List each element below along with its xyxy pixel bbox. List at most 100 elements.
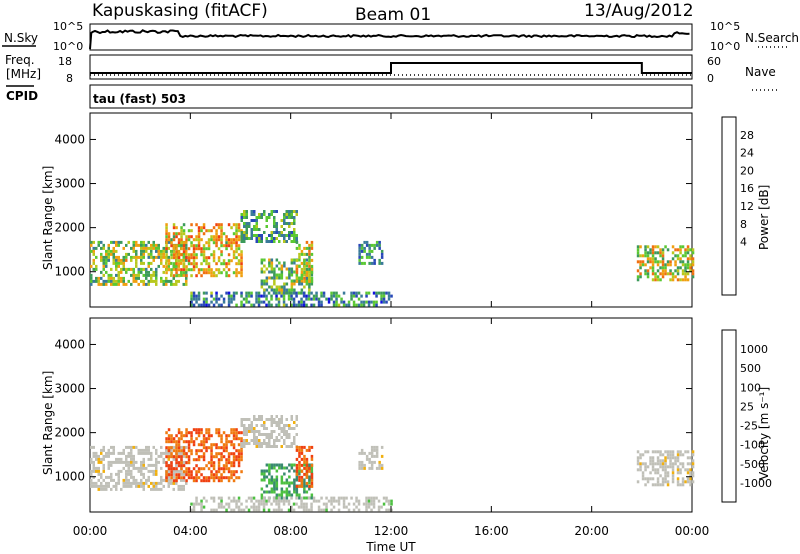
power-echo-cell <box>237 244 241 248</box>
power-echo-cell <box>135 264 138 268</box>
power-echo-cell <box>268 261 271 265</box>
velocity-echo-cell <box>275 439 278 442</box>
velocity-echo-cell <box>142 472 145 476</box>
velocity-echo-cell <box>157 460 160 464</box>
velocity-echo-cell <box>175 473 178 477</box>
power-echo-cell <box>681 245 685 249</box>
velocity-echo-cell <box>140 472 143 476</box>
velocity-echo-cell <box>217 434 221 438</box>
power-echo-cell <box>290 267 294 271</box>
power-echo-cell <box>162 246 165 250</box>
power-echo-cell <box>270 303 273 307</box>
velocity-echo-cell <box>107 460 110 464</box>
power-echo-cell <box>157 255 160 259</box>
velocity-echo-cell <box>273 421 276 424</box>
velocity-echo-cell <box>265 484 269 488</box>
power-echo-cell <box>165 235 168 239</box>
power-echo-cell <box>273 270 276 274</box>
velocity-echo-cell <box>172 481 175 485</box>
power-echo-cell <box>380 252 384 256</box>
velocity-echo-cell <box>676 465 680 469</box>
power-echo-cell <box>190 291 193 295</box>
power-echo-cell <box>270 294 273 298</box>
power-echo-cell <box>368 246 371 250</box>
power-echo-cell <box>170 261 173 265</box>
velocity-echo-cell <box>277 502 281 506</box>
power-echo-cell <box>232 238 236 242</box>
power-echo-cell <box>302 294 306 298</box>
velocity-echo-cell <box>220 452 223 456</box>
power-echo-cell <box>215 223 218 227</box>
velocity-echo-cell <box>639 462 642 466</box>
power-echo-cell <box>157 246 160 250</box>
velocity-echo-cell <box>370 451 374 455</box>
velocity-echo-cell <box>285 436 288 439</box>
velocity-echo-cell <box>197 470 201 474</box>
velocity-echo-cell <box>255 424 258 427</box>
power-echo-cell <box>217 235 221 239</box>
power-echo-cell <box>382 297 386 301</box>
power-echo-cell <box>115 255 118 259</box>
power-echo-cell <box>310 240 314 244</box>
velocity-echo-cell <box>263 490 266 494</box>
power-echo-cell <box>283 234 286 237</box>
velocity-echo-cell <box>92 454 95 458</box>
power-echo-cell <box>107 249 110 253</box>
velocity-echo-cell <box>293 484 296 488</box>
power-echo-cell <box>288 225 291 228</box>
velocity-echo-cell <box>100 487 103 491</box>
velocity-echo-cell <box>187 458 191 462</box>
power-echo-cell <box>674 248 677 252</box>
velocity-echo-cell <box>92 463 95 467</box>
velocity-echo-cell <box>691 450 695 454</box>
velocity-echo-cell <box>175 452 178 456</box>
power-echo-cell <box>192 268 196 272</box>
power-echo-cell <box>679 278 682 282</box>
velocity-echo-cell <box>245 439 248 442</box>
velocity-echo-cell <box>205 437 208 441</box>
velocity-echo-cell <box>282 496 286 500</box>
power-echo-cell <box>165 259 168 263</box>
velocity-echo-cell <box>355 496 358 500</box>
velocity-echo-cell <box>225 434 228 438</box>
power-echo-cell <box>265 216 268 219</box>
power-echo-cell <box>265 276 269 280</box>
velocity-echo-cell <box>192 428 196 432</box>
velocity-echo-cell <box>656 459 660 463</box>
velocity-echo-cell <box>202 446 206 450</box>
velocity-echo-cell <box>262 496 266 500</box>
power-echo-cell <box>303 267 306 271</box>
power-echo-cell <box>332 300 336 304</box>
velocity-echo-cell <box>125 463 128 467</box>
velocity-echo-cell <box>115 472 118 476</box>
power-echo-cell <box>285 288 289 292</box>
power-echo-cell <box>170 253 173 257</box>
power-echo-cell <box>170 249 173 253</box>
power-echo-cell <box>330 291 333 295</box>
velocity-echo-cell <box>298 475 301 479</box>
velocity-echo-cell <box>676 450 680 454</box>
power-echo-cell <box>636 269 640 273</box>
power-echo-cell <box>232 297 236 301</box>
velocity-echo-cell <box>273 478 276 482</box>
power-echo-cell <box>142 243 145 247</box>
power-echo-cell <box>275 294 278 298</box>
power-echo-cell <box>235 241 238 245</box>
power-echo-cell <box>295 234 298 237</box>
velocity-echo-cell <box>293 442 296 445</box>
velocity-echo-cell <box>644 477 647 481</box>
power-echo-cell <box>245 237 248 240</box>
power-echo-cell <box>165 250 168 254</box>
power-echo-cell <box>107 252 110 256</box>
velocity-echo-cell <box>280 493 284 497</box>
power-echo-cell <box>212 259 216 263</box>
power-echo-cell <box>102 282 105 286</box>
power-echo-cell <box>115 261 118 265</box>
power-echo-cell <box>300 288 304 292</box>
velocity-echo-cell <box>185 431 188 435</box>
velocity-echo-cell <box>237 499 241 503</box>
velocity-echo-cell <box>278 421 281 424</box>
velocity-echo-cell <box>310 457 314 461</box>
power-echo-cell <box>298 282 301 286</box>
power-echo-cell <box>639 254 642 258</box>
